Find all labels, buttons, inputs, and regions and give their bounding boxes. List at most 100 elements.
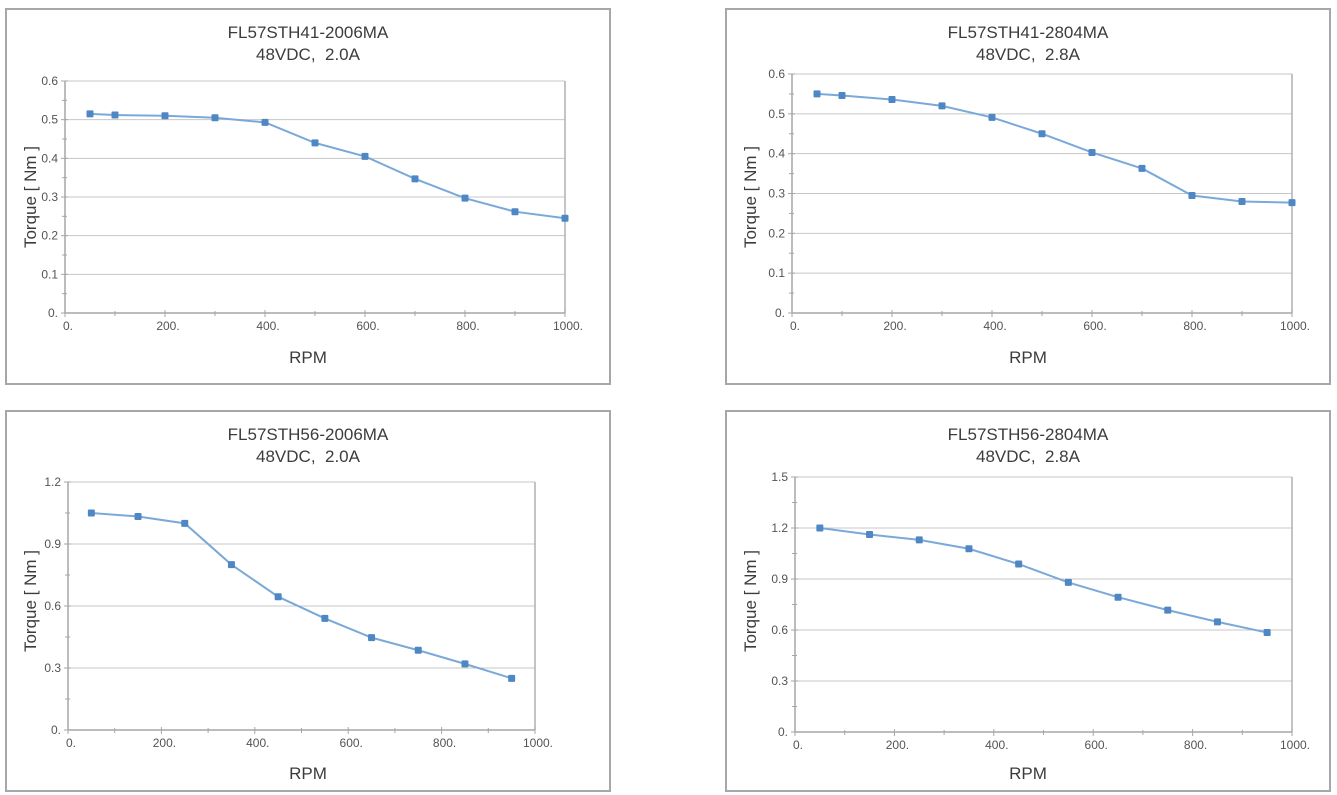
y-tick-label: 0. bbox=[48, 306, 58, 320]
x-tick-label: 1000. bbox=[553, 319, 583, 333]
data-point-marker bbox=[508, 674, 516, 682]
y-tick-label: 1.5 bbox=[771, 470, 788, 484]
tick-labels: 0. 200. 400. 600. 800. 1000. 0. 0.1 0.2 0.3 0.4 0.5… bbox=[768, 67, 1310, 333]
data-point-marker bbox=[134, 513, 142, 521]
torque-rpm-plot: 0. 200. 400. 600. 800. 1000. 0. 0.3 0.6 0.9 1.2 bbox=[44, 475, 553, 750]
data-point-marker bbox=[86, 110, 94, 118]
x-tick-label: 1000. bbox=[523, 736, 553, 750]
data-point-marker bbox=[87, 509, 95, 517]
data-point-marker bbox=[1263, 629, 1271, 637]
data-point-marker bbox=[511, 208, 519, 216]
tick-marks bbox=[61, 80, 566, 317]
y-tick-label: 0.3 bbox=[44, 661, 61, 675]
data-point-marker bbox=[813, 90, 821, 98]
x-tick-label: 0. bbox=[793, 738, 803, 752]
x-tick-label: 1000. bbox=[1280, 738, 1310, 752]
data-point-marker bbox=[1064, 578, 1072, 586]
data-point-marker bbox=[1015, 560, 1023, 568]
x-tick-label: 400. bbox=[985, 738, 1008, 752]
chart-title-conditions: 48VDC, 2.0A bbox=[256, 447, 360, 466]
chart-title-model: FL57STH41-2804MA bbox=[947, 23, 1109, 42]
gridlines bbox=[795, 476, 1293, 732]
y-tick-label: 0.2 bbox=[768, 226, 785, 240]
data-point-marker bbox=[161, 112, 169, 120]
torque-curve-line bbox=[89, 112, 566, 220]
data-point-marker bbox=[816, 524, 824, 532]
torque-rpm-plot: 0. 200. 400. 600. 800. 1000. 0. 0.3 0.6 0.9 1.2 1.5 bbox=[771, 470, 1310, 752]
data-point-marker bbox=[866, 530, 874, 538]
y-tick-label: 0.6 bbox=[771, 623, 788, 637]
x-tick-label: 1000. bbox=[1280, 319, 1310, 333]
y-tick-label: 0. bbox=[51, 723, 61, 737]
tick-marks bbox=[788, 73, 1293, 317]
data-point-marker bbox=[1088, 148, 1096, 156]
torque-curve-line bbox=[91, 512, 512, 680]
data-point-marker bbox=[411, 175, 419, 183]
data-point-marker bbox=[368, 634, 376, 642]
y-tick-label: 0.5 bbox=[768, 107, 785, 121]
data-point-marker bbox=[561, 214, 569, 222]
torque-curve-line bbox=[816, 92, 1293, 204]
y-tick-label: 0.6 bbox=[768, 67, 785, 81]
chart-title-model: FL57STH56-2006MA bbox=[227, 425, 389, 444]
axes bbox=[794, 477, 1292, 733]
chart-title: FL57STH41-2804MA 48VDC, 2.8A bbox=[727, 22, 1329, 66]
data-point-marker bbox=[1164, 606, 1172, 614]
x-tick-label: 600. bbox=[1085, 738, 1108, 752]
x-tick-label: 0. bbox=[790, 319, 800, 333]
y-tick-label: 0.6 bbox=[41, 74, 58, 88]
data-point-marker bbox=[414, 646, 422, 654]
data-point-marker bbox=[915, 536, 923, 544]
y-tick-label: 0.3 bbox=[768, 187, 785, 201]
data-markers bbox=[87, 509, 516, 682]
y-tick-label: 0.1 bbox=[768, 266, 785, 280]
x-tick-label: 800. bbox=[1184, 738, 1207, 752]
torque-curve-line bbox=[819, 527, 1268, 634]
x-tick-label: 200. bbox=[153, 736, 176, 750]
data-point-marker bbox=[211, 114, 219, 122]
x-tick-label: 800. bbox=[456, 319, 479, 333]
data-point-marker bbox=[461, 194, 469, 202]
chart-title: FL57STH56-2006MA 48VDC, 2.0A bbox=[7, 424, 609, 468]
torque-rpm-plot: 0. 200. 400. 600. 800. 1000. 0. 0.1 0.2 0.3 0.4 0.5… bbox=[41, 74, 583, 333]
y-tick-label: 0. bbox=[778, 725, 788, 739]
data-point-marker bbox=[274, 593, 282, 601]
data-point-marker bbox=[838, 92, 846, 100]
x-tick-label: 600. bbox=[1083, 319, 1106, 333]
y-tick-label: 0.1 bbox=[41, 267, 58, 281]
torque-rpm-plot: 0. 200. 400. 600. 800. 1000. 0. 0.1 0.2 0.3 0.4 0.5… bbox=[768, 67, 1310, 333]
data-point-marker bbox=[1138, 164, 1146, 172]
y-tick-label: 1.2 bbox=[44, 475, 61, 489]
data-point-marker bbox=[181, 519, 189, 527]
chart-title-model: FL57STH41-2006MA bbox=[227, 23, 389, 42]
x-tick-label: 400. bbox=[983, 319, 1006, 333]
data-point-marker bbox=[1213, 618, 1221, 626]
tick-labels: 0. 200. 400. 600. 800. 1000. 0. 0.3 0.6 0.9 1.2 1.5 bbox=[771, 470, 1310, 752]
data-point-marker bbox=[938, 102, 946, 110]
x-tick-label: 0. bbox=[66, 736, 76, 750]
y-tick-label: 0.9 bbox=[771, 572, 788, 586]
y-tick-label: 1.2 bbox=[771, 521, 788, 535]
y-tick-label: 0.6 bbox=[44, 599, 61, 613]
data-point-marker bbox=[311, 139, 319, 147]
data-point-marker bbox=[888, 95, 896, 103]
chart-panel-fl57sth41-2804ma: FL57STH41-2804MA 48VDC, 2.8A Torque [ Nm… bbox=[725, 8, 1331, 385]
x-tick-label: 200. bbox=[886, 738, 909, 752]
tick-marks bbox=[791, 476, 1293, 736]
chart-title: FL57STH56-2804MA 48VDC, 2.8A bbox=[727, 424, 1329, 468]
data-point-marker bbox=[111, 111, 119, 119]
tick-marks bbox=[64, 481, 536, 734]
data-point-marker bbox=[227, 561, 235, 569]
data-point-marker bbox=[1238, 197, 1246, 205]
data-point-marker bbox=[1188, 191, 1196, 199]
data-point-marker bbox=[261, 118, 269, 126]
x-tick-label: 600. bbox=[340, 736, 363, 750]
gridlines bbox=[65, 80, 566, 313]
x-axis-label: RPM bbox=[289, 348, 327, 367]
data-point-marker bbox=[361, 152, 369, 160]
tick-labels: 0. 200. 400. 600. 800. 1000. 0. 0.3 0.6 0.9 1.2 bbox=[44, 475, 553, 750]
x-axis-label: RPM bbox=[1009, 764, 1047, 783]
data-point-marker bbox=[988, 113, 996, 121]
y-tick-label: 0.5 bbox=[41, 113, 58, 127]
